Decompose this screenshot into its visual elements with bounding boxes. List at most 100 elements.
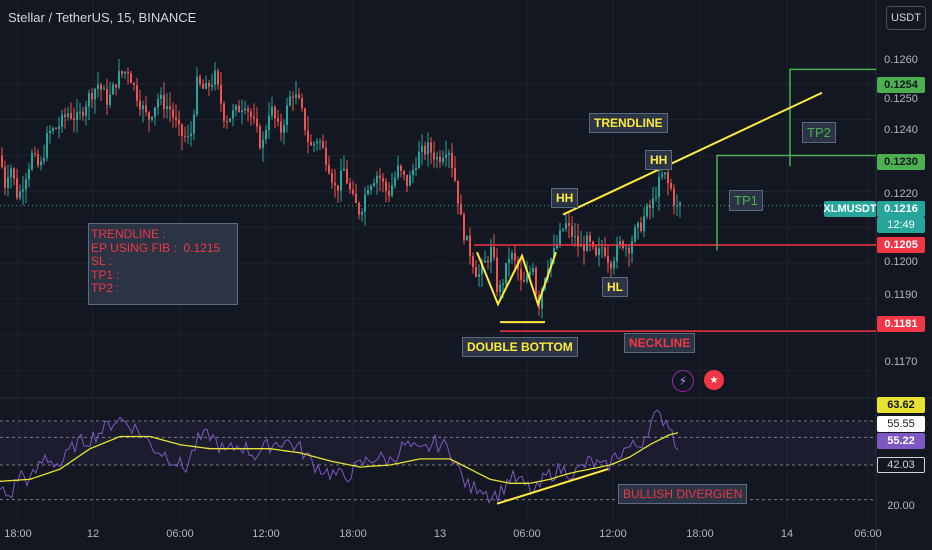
candle-down bbox=[256, 118, 258, 127]
trendline bbox=[562, 91, 823, 216]
rsi-band bbox=[0, 420, 876, 465]
candle-down bbox=[292, 96, 294, 98]
candle-down bbox=[115, 84, 117, 88]
candle-down bbox=[583, 244, 585, 251]
candle-up bbox=[478, 274, 480, 277]
candle-up bbox=[190, 133, 192, 137]
currency-button[interactable]: USDT bbox=[886, 6, 926, 30]
candle-down bbox=[358, 203, 360, 215]
candle-up bbox=[598, 248, 600, 256]
candle-down bbox=[514, 252, 516, 261]
candle-up bbox=[508, 259, 510, 263]
candle-up bbox=[214, 70, 216, 85]
rsi-tick: 20.00 bbox=[887, 500, 915, 512]
candle-down bbox=[217, 70, 219, 85]
flag-icon[interactable]: ★ bbox=[704, 370, 724, 390]
tp1-line bbox=[716, 154, 876, 251]
candle-up bbox=[166, 106, 168, 109]
tp2-line bbox=[789, 68, 876, 167]
annotation-lines bbox=[476, 91, 823, 324]
time-tick: 06:00 bbox=[166, 528, 194, 540]
price-tick: 0.1170 bbox=[884, 356, 918, 368]
candle-down bbox=[37, 153, 39, 166]
candle-down bbox=[568, 223, 570, 226]
candle-down bbox=[322, 141, 324, 148]
candle-up bbox=[409, 175, 411, 186]
candle-down bbox=[145, 105, 147, 113]
candle-down bbox=[121, 71, 123, 74]
info-line: SL : bbox=[91, 254, 112, 269]
candle-up bbox=[268, 115, 270, 130]
candle-down bbox=[454, 168, 456, 181]
candle-down bbox=[334, 182, 336, 186]
candle-down bbox=[520, 269, 522, 280]
candle-down bbox=[220, 84, 222, 104]
price-tick: 0.1190 bbox=[884, 289, 918, 301]
candle-up bbox=[634, 227, 636, 242]
candle-down bbox=[82, 111, 84, 116]
candle-up bbox=[676, 205, 678, 207]
candle-up bbox=[343, 168, 345, 171]
candle-up bbox=[679, 202, 681, 206]
candle-down bbox=[130, 73, 132, 84]
time-tick: 06:00 bbox=[854, 528, 882, 540]
candle-up bbox=[76, 112, 78, 121]
candle-down bbox=[64, 114, 66, 117]
candle-down bbox=[301, 98, 303, 109]
candle-down bbox=[439, 156, 441, 163]
rsi-panel bbox=[0, 409, 876, 505]
candle-up bbox=[370, 185, 372, 191]
candle-up bbox=[154, 107, 156, 117]
candle-down bbox=[403, 170, 405, 175]
candle-up bbox=[316, 141, 318, 144]
candle-up bbox=[211, 84, 213, 87]
candle-up bbox=[157, 98, 159, 108]
candle-down bbox=[175, 117, 177, 120]
time-tick: 06:00 bbox=[513, 528, 541, 540]
candle-down bbox=[310, 141, 312, 146]
double-bottom-label: DOUBLE BOTTOM bbox=[462, 337, 578, 357]
candle-up bbox=[466, 235, 468, 241]
time-tick: 14 bbox=[780, 528, 794, 540]
candle-up bbox=[559, 230, 561, 245]
candle-down bbox=[307, 130, 309, 142]
candle-up bbox=[562, 228, 564, 231]
candle-down bbox=[169, 106, 171, 110]
candle-up bbox=[448, 153, 450, 155]
candle-down bbox=[457, 180, 459, 204]
candle-up bbox=[418, 151, 420, 169]
candle-up bbox=[262, 139, 264, 149]
candle-down bbox=[100, 84, 102, 90]
candle-down bbox=[385, 181, 387, 192]
candle-down bbox=[355, 193, 357, 204]
candle-down bbox=[127, 71, 129, 74]
candle-up bbox=[31, 152, 33, 170]
candle-down bbox=[13, 168, 15, 179]
candle-up bbox=[394, 177, 396, 186]
candle-up bbox=[613, 261, 615, 269]
candle-down bbox=[199, 76, 201, 84]
candle-down bbox=[607, 255, 609, 264]
tp1-price-tag: 0.1230 bbox=[877, 154, 925, 170]
candle-down bbox=[139, 100, 141, 110]
candle-up bbox=[67, 113, 69, 117]
candle-up bbox=[289, 96, 291, 106]
lightning-icon[interactable]: ⚡ bbox=[672, 370, 694, 392]
info-line: TRENDLINE : bbox=[91, 227, 166, 241]
chart-title: Stellar / TetherUS, 15, BINANCE bbox=[8, 10, 197, 25]
price-tick: 0.1260 bbox=[884, 54, 918, 66]
candle-down bbox=[172, 109, 174, 118]
candle-up bbox=[625, 247, 627, 249]
hl-label: HL bbox=[602, 277, 628, 297]
candle-down bbox=[523, 279, 525, 282]
candle-down bbox=[280, 121, 282, 133]
candle-down bbox=[673, 188, 675, 206]
candle-down bbox=[430, 142, 432, 153]
candle-up bbox=[541, 288, 543, 309]
candle-up bbox=[442, 157, 444, 163]
candle-up bbox=[7, 177, 9, 188]
candle-up bbox=[265, 129, 267, 140]
candle-up bbox=[586, 235, 588, 251]
candle-up bbox=[112, 84, 114, 95]
candle-down bbox=[487, 260, 489, 263]
